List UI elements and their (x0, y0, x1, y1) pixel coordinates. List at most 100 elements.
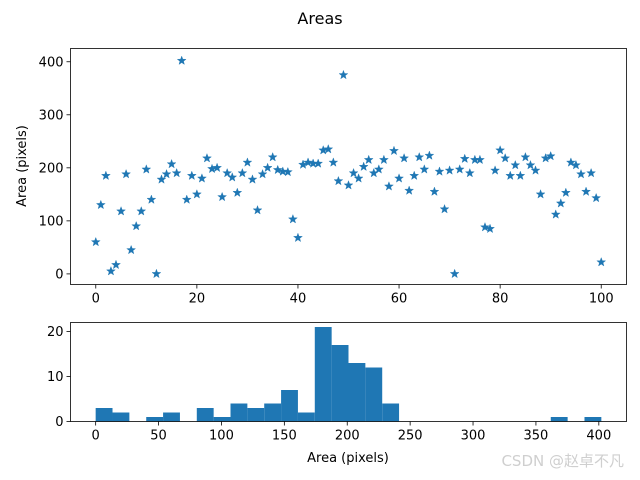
scatter-point (439, 204, 450, 214)
scatter-point (313, 158, 324, 168)
scatter-point (287, 214, 298, 224)
scatter-point (424, 150, 435, 160)
scatter-x-tick-label: 40 (290, 292, 307, 307)
scatter-point (232, 187, 243, 197)
scatter-point (586, 167, 597, 178)
scatter-point (490, 165, 501, 175)
histogram-bar (213, 417, 231, 422)
scatter-point (272, 164, 283, 175)
scatter-point (252, 205, 263, 215)
scatter-point (191, 189, 202, 199)
scatter-point (363, 154, 374, 165)
histogram-x-ticks: 0 50 100 150 200 250 300 350 400 (92, 421, 611, 444)
scatter-point (434, 166, 445, 176)
scatter-point (510, 159, 521, 170)
scatter-point (282, 166, 293, 177)
scatter-point (338, 69, 349, 80)
scatter-point (495, 145, 506, 155)
scatter-point (333, 175, 344, 186)
scatter-frame (70, 48, 627, 285)
histogram-y-tick-label: 0 (55, 415, 63, 430)
histogram-panel: 0 10 20 0 50 100 150 200 250 300 350 400 Area (pix… (47, 322, 627, 466)
scatter-point (90, 236, 101, 247)
scatter-point (126, 244, 137, 255)
scatter-point (444, 165, 455, 175)
histogram-bar (365, 367, 383, 422)
scatter-point (196, 173, 207, 183)
scatter-point (237, 167, 248, 178)
histogram-bar (163, 412, 180, 422)
scatter-x-tick-label: 0 (92, 292, 100, 307)
histogram-bar (314, 327, 332, 422)
scatter-point (156, 174, 167, 184)
scatter-point (146, 194, 157, 204)
scatter-point (247, 174, 258, 184)
histogram-x-tick-label: 350 (524, 429, 549, 444)
scatter-point (217, 191, 228, 202)
histogram-bar (230, 403, 248, 422)
scatter-point (485, 223, 495, 234)
scatter-point (530, 165, 541, 175)
scatter-point (550, 209, 561, 219)
histogram-bar (146, 417, 164, 422)
scatter-x-tick-label: 80 (492, 292, 509, 307)
histogram-y-tick-label: 20 (47, 325, 64, 340)
scatter-point (136, 206, 147, 216)
scatter-point (358, 161, 369, 171)
scatter-panel: Area (pixels) 0 100 200 300 400 0 20 40 60 80 100 (15, 48, 627, 307)
scatter-point (328, 157, 339, 167)
scatter-point (394, 173, 404, 183)
scatter-point (121, 169, 132, 179)
histogram-x-tick-label: 400 (586, 429, 611, 444)
scatter-point (343, 180, 354, 190)
scatter-point (429, 186, 440, 196)
histogram-x-tick-label: 250 (398, 429, 423, 444)
scatter-y-axis-label: Area (pixels) (15, 125, 30, 207)
scatter-x-ticks: 0 20 40 60 80 100 (92, 284, 614, 307)
histogram-bar (297, 412, 315, 422)
scatter-y-ticks: 0 100 200 300 400 (39, 55, 71, 282)
scatter-point (535, 189, 546, 199)
figure-title: Areas (297, 9, 342, 28)
histogram-bars (95, 327, 602, 422)
scatter-point (389, 145, 399, 156)
histogram-bar (348, 363, 366, 422)
scatter-point (95, 199, 106, 210)
scatter-x-tick-label: 20 (189, 292, 206, 307)
scatter-point (449, 268, 460, 279)
histogram-y-ticks: 0 10 20 (47, 325, 71, 430)
scatter-point (454, 164, 465, 174)
scatter-point (404, 185, 415, 195)
scatter-y-tick-label: 200 (39, 161, 64, 176)
scatter-point (116, 206, 126, 216)
scatter-point (100, 170, 111, 180)
histogram-bar (584, 417, 602, 422)
scatter-point (353, 173, 364, 183)
scatter-point (202, 153, 212, 163)
scatter-point (459, 153, 470, 164)
scatter-point (464, 167, 475, 178)
scatter-point (520, 152, 531, 162)
scatter-point (581, 186, 591, 196)
scatter-point (222, 167, 233, 178)
scatter-y-tick-label: 300 (39, 108, 64, 123)
scatter-point (419, 164, 430, 174)
scatter-point (500, 153, 511, 163)
scatter-point (151, 268, 162, 279)
histogram-x-tick-label: 300 (461, 429, 486, 444)
scatter-point (399, 153, 410, 163)
scatter-point (323, 144, 334, 154)
scatter-point (545, 150, 556, 161)
histogram-bar (112, 412, 130, 422)
histogram-bar (95, 408, 113, 422)
scatter-point (525, 159, 536, 170)
scatter-point (378, 154, 389, 165)
scatter-point (131, 220, 142, 231)
scatter-point (409, 170, 420, 180)
scatter-point (257, 169, 268, 179)
histogram-bar (264, 403, 282, 422)
scatter-point (267, 152, 278, 162)
scatter-point (373, 164, 384, 174)
scatter-point (212, 162, 223, 173)
